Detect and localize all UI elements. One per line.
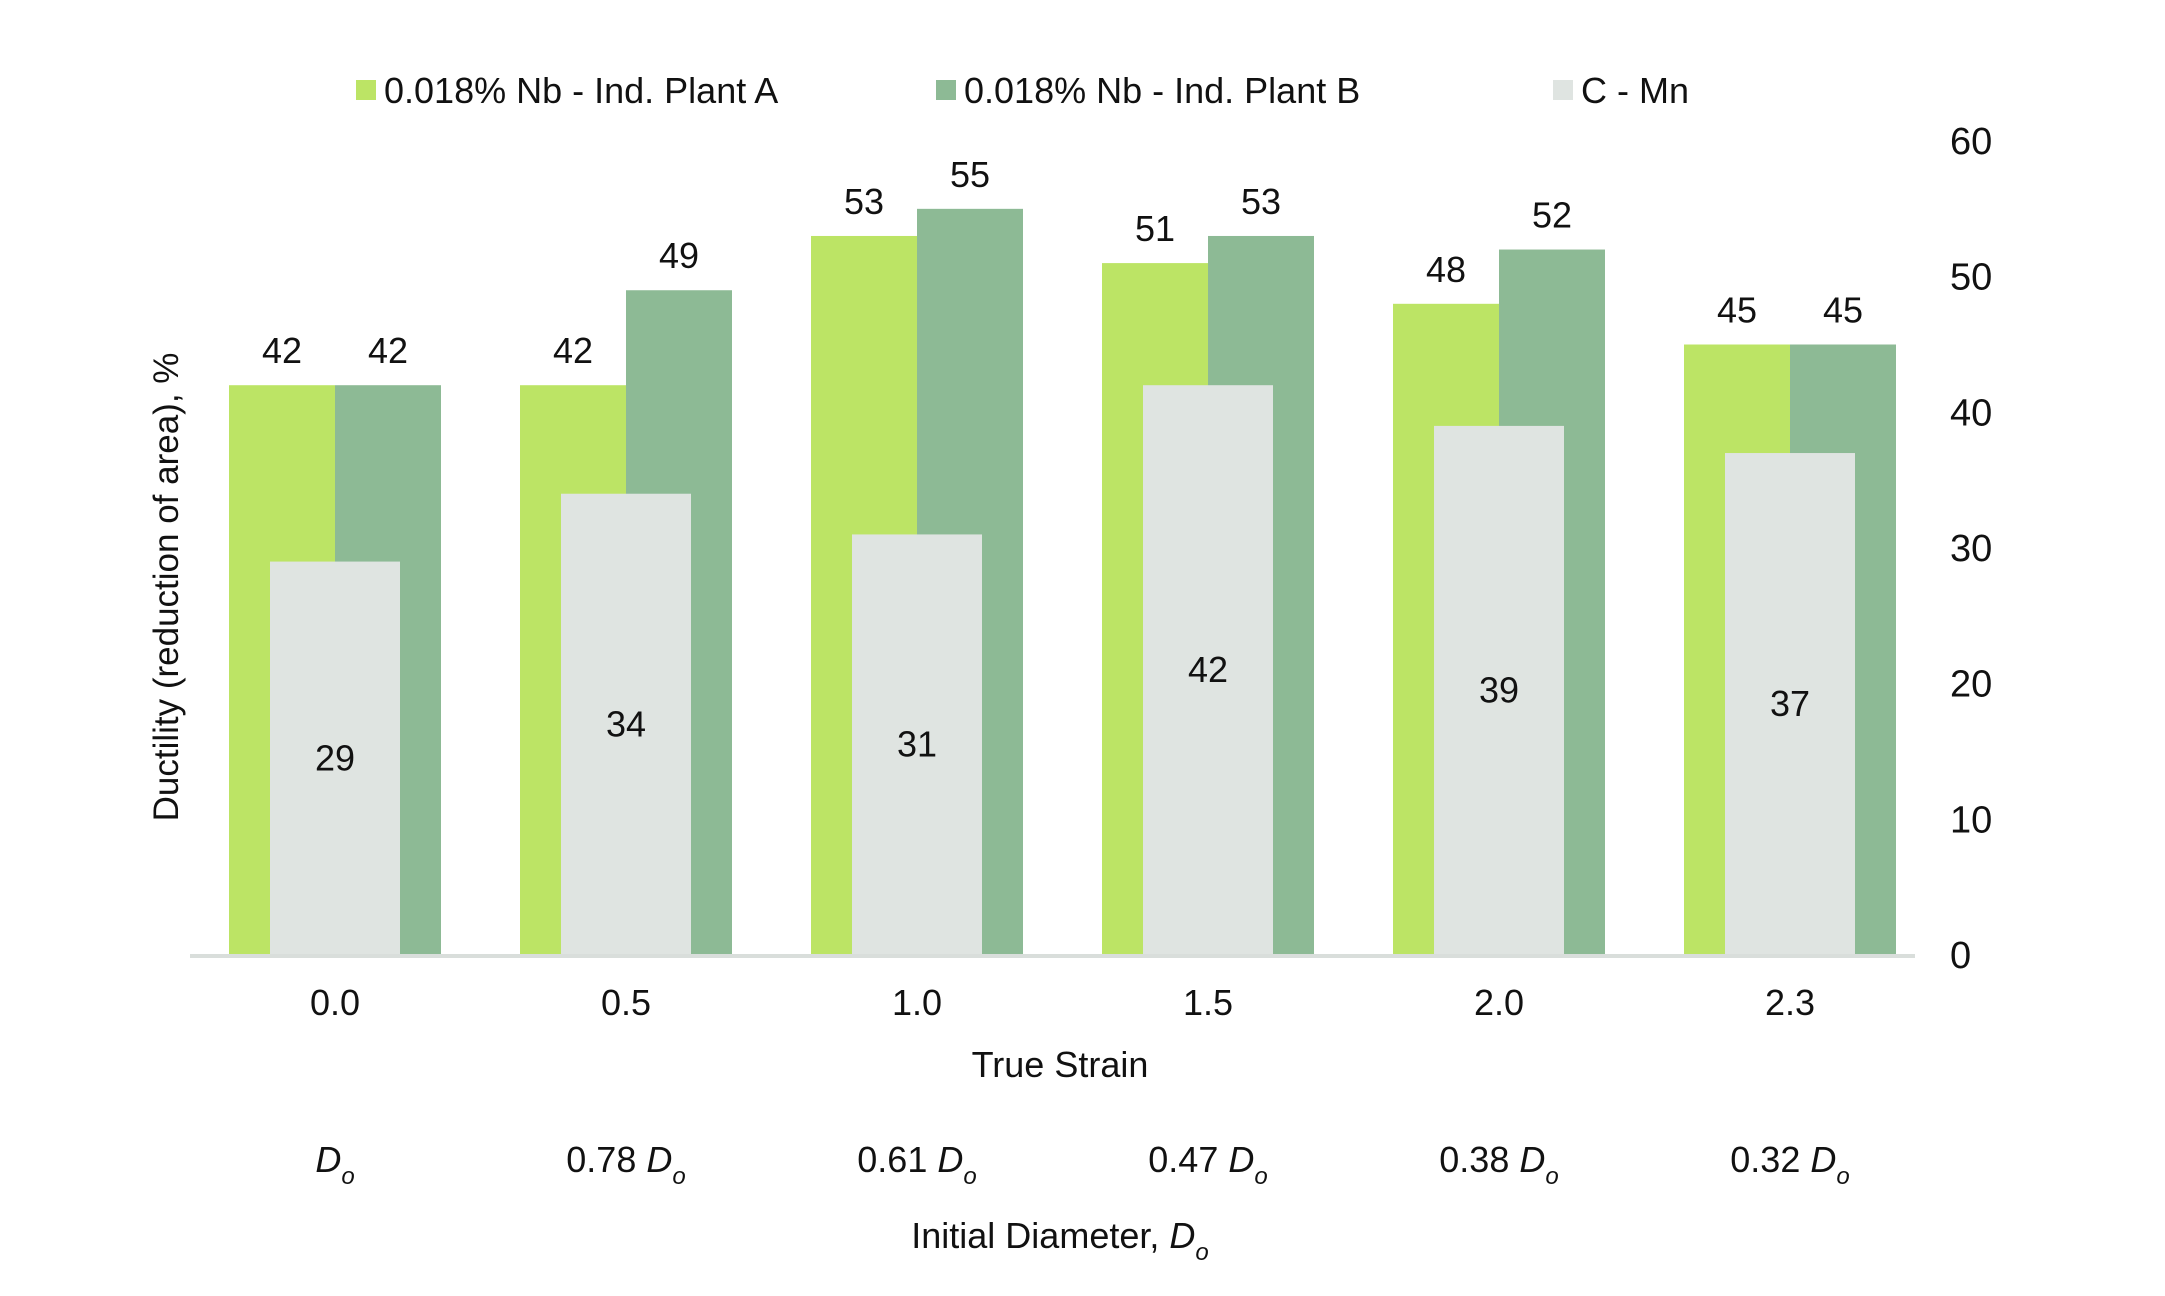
bar-group-0.5: 42 49 34 xyxy=(520,235,732,955)
x-secondary-tick-label: 0.32 Do xyxy=(1730,1139,1849,1190)
data-label-c-mn: 29 xyxy=(315,737,355,778)
bar-group-2.0: 48 52 39 xyxy=(1393,195,1605,956)
secondary-tick-sub: o xyxy=(1254,1163,1267,1190)
secondary-tick-sub: o xyxy=(963,1163,976,1190)
y-tick-label: 30 xyxy=(1950,528,1992,570)
y-tick-label: 10 xyxy=(1950,799,1992,841)
data-label-plant-a: 42 xyxy=(262,330,302,371)
x-axis-ticks: 0.0 Do 0.5 0.78 Do 1.0 0.61 Do 1.5 0.47 Do 2.0 0.… xyxy=(310,982,1850,1190)
data-label-c-mn: 37 xyxy=(1770,683,1810,724)
bar-group-1.5: 51 53 42 xyxy=(1102,181,1314,956)
x-tick-label: 0.0 xyxy=(310,982,360,1023)
bar-c-mn xyxy=(270,561,400,955)
x-secondary-tick-label: 0.78 Do xyxy=(566,1139,685,1190)
legend-item: 0.018% Nb - Ind. Plant B xyxy=(936,70,1360,111)
y-tick-label: 40 xyxy=(1950,392,1992,434)
secondary-tick-sub: o xyxy=(1545,1163,1558,1190)
x-tick-label: 0.5 xyxy=(601,982,651,1023)
legend-item: 0.018% Nb - Ind. Plant A xyxy=(356,70,778,111)
x-secondary-tick-label: 0.38 Do xyxy=(1439,1139,1558,1190)
data-label-plant-a: 42 xyxy=(553,330,593,371)
data-label-plant-b: 45 xyxy=(1823,290,1863,331)
x-tick-label: 2.3 xyxy=(1765,982,1815,1023)
x-axis-title-2-sub: o xyxy=(1195,1239,1208,1266)
y-tick-label: 50 xyxy=(1950,257,1992,299)
data-label-plant-b: 55 xyxy=(950,154,990,195)
secondary-tick-sub: o xyxy=(672,1163,685,1190)
bar-c-mn xyxy=(1434,425,1564,955)
legend-swatch xyxy=(1553,80,1573,100)
data-label-plant-b: 49 xyxy=(659,235,699,276)
secondary-tick-prefix: 0.78 xyxy=(566,1139,646,1180)
legend-item: C - Mn xyxy=(1553,70,1689,111)
legend-swatch xyxy=(356,80,376,100)
x-secondary-tick-label: Do xyxy=(315,1139,354,1190)
y-tick-label: 0 xyxy=(1950,935,1971,977)
y-tick-label: 20 xyxy=(1950,664,1992,706)
bar-c-mn xyxy=(852,534,982,955)
bar-c-mn xyxy=(1143,385,1273,955)
bar-group-0.0: 42 42 29 xyxy=(229,330,441,955)
legend: 0.018% Nb - Ind. Plant A 0.018% Nb - Ind.… xyxy=(356,70,1689,111)
data-label-plant-a: 45 xyxy=(1717,290,1757,331)
x-secondary-tick-label: 0.47 Do xyxy=(1148,1139,1267,1190)
data-label-plant-a: 53 xyxy=(844,181,884,222)
x-tick-label: 1.5 xyxy=(1183,982,1233,1023)
legend-label: 0.018% Nb - Ind. Plant A xyxy=(384,70,778,111)
secondary-tick-prefix: 0.38 xyxy=(1439,1139,1519,1180)
secondary-tick-prefix: 0.47 xyxy=(1148,1139,1228,1180)
x-axis-title: True Strain xyxy=(972,1044,1149,1085)
secondary-tick-symbol: D xyxy=(646,1139,672,1180)
x-tick-label: 2.0 xyxy=(1474,982,1524,1023)
data-label-plant-b: 52 xyxy=(1532,195,1572,236)
bars: 42 42 29 42 49 34 53 55 31 51 53 42 48 52 39 45 45 37 xyxy=(229,154,1896,956)
bar-group-1.0: 53 55 31 xyxy=(811,154,1023,956)
y-axis-title: Ductility (reduction of area), % xyxy=(147,353,186,822)
data-label-plant-a: 48 xyxy=(1426,249,1466,290)
secondary-tick-symbol: D xyxy=(315,1139,341,1180)
x-secondary-tick-label: 0.61 Do xyxy=(857,1139,976,1190)
data-label-c-mn: 39 xyxy=(1479,669,1519,710)
data-label-c-mn: 31 xyxy=(897,724,937,765)
secondary-tick-prefix: 0.32 xyxy=(1730,1139,1810,1180)
x-tick-label: 1.0 xyxy=(892,982,942,1023)
y-axis-ticks: 0 10 20 30 40 50 60 xyxy=(1950,121,1992,977)
bar-group-2.3: 45 45 37 xyxy=(1684,290,1896,955)
bar-c-mn xyxy=(1725,453,1855,955)
bar-c-mn xyxy=(561,493,691,955)
data-label-plant-b: 53 xyxy=(1241,181,1281,222)
data-label-plant-a: 51 xyxy=(1135,208,1175,249)
legend-label: C - Mn xyxy=(1581,70,1689,111)
y-tick-label: 60 xyxy=(1950,121,1992,163)
legend-label: 0.018% Nb - Ind. Plant B xyxy=(964,70,1360,111)
legend-swatch xyxy=(936,80,956,100)
data-label-c-mn: 42 xyxy=(1188,649,1228,690)
secondary-tick-prefix: 0.61 xyxy=(857,1139,937,1180)
x-axis-title-2-text: Initial Diameter, xyxy=(911,1215,1169,1256)
secondary-tick-symbol: D xyxy=(1228,1139,1254,1180)
x-axis-title-2-symbol: D xyxy=(1169,1215,1195,1256)
secondary-tick-sub: o xyxy=(1836,1163,1849,1190)
x-axis-title-2: Initial Diameter, Do xyxy=(911,1215,1208,1266)
data-label-plant-b: 42 xyxy=(368,330,408,371)
secondary-tick-sub: o xyxy=(341,1163,354,1190)
data-label-c-mn: 34 xyxy=(606,703,646,744)
secondary-tick-symbol: D xyxy=(1810,1139,1836,1180)
secondary-tick-symbol: D xyxy=(937,1139,963,1180)
secondary-tick-symbol: D xyxy=(1519,1139,1545,1180)
